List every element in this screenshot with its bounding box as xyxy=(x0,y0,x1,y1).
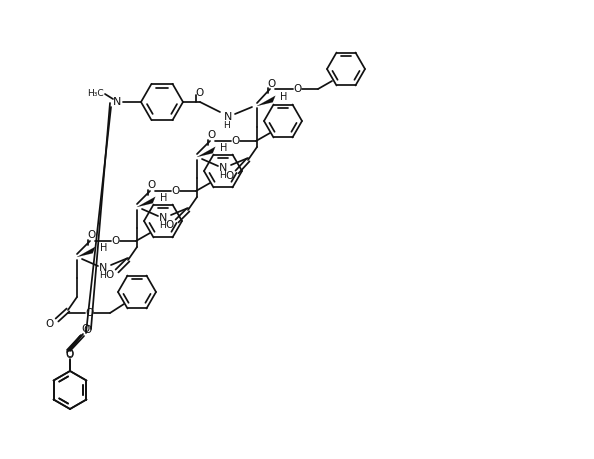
Text: H: H xyxy=(159,222,165,230)
Text: H: H xyxy=(99,272,105,280)
Text: O: O xyxy=(195,88,203,98)
Text: O: O xyxy=(207,130,215,140)
Text: O: O xyxy=(83,325,91,335)
Text: O: O xyxy=(294,84,302,94)
Text: H: H xyxy=(220,143,228,153)
Text: O: O xyxy=(82,324,90,334)
Text: N: N xyxy=(159,213,167,223)
Text: O: O xyxy=(66,349,74,359)
Text: H₃C: H₃C xyxy=(87,89,104,97)
Text: O: O xyxy=(267,79,275,89)
Polygon shape xyxy=(197,147,216,157)
Polygon shape xyxy=(77,247,95,257)
Text: O: O xyxy=(147,180,155,190)
Polygon shape xyxy=(257,96,276,106)
Text: N: N xyxy=(99,263,107,273)
Text: O: O xyxy=(172,186,180,196)
Text: H: H xyxy=(219,172,225,180)
Text: O: O xyxy=(106,270,114,280)
Text: O: O xyxy=(87,230,95,240)
Text: N: N xyxy=(219,163,227,173)
Text: N: N xyxy=(113,97,121,107)
Text: H: H xyxy=(160,193,168,203)
Text: H: H xyxy=(280,92,287,102)
Text: O: O xyxy=(112,236,120,246)
Text: H: H xyxy=(223,121,230,129)
Text: O: O xyxy=(86,308,94,318)
Polygon shape xyxy=(137,197,156,207)
Text: O: O xyxy=(226,171,234,181)
Text: H: H xyxy=(100,243,108,253)
Text: N: N xyxy=(224,112,232,122)
Text: O: O xyxy=(232,136,240,146)
Text: O: O xyxy=(166,220,174,230)
Text: O: O xyxy=(46,319,54,329)
Text: O: O xyxy=(66,350,74,360)
